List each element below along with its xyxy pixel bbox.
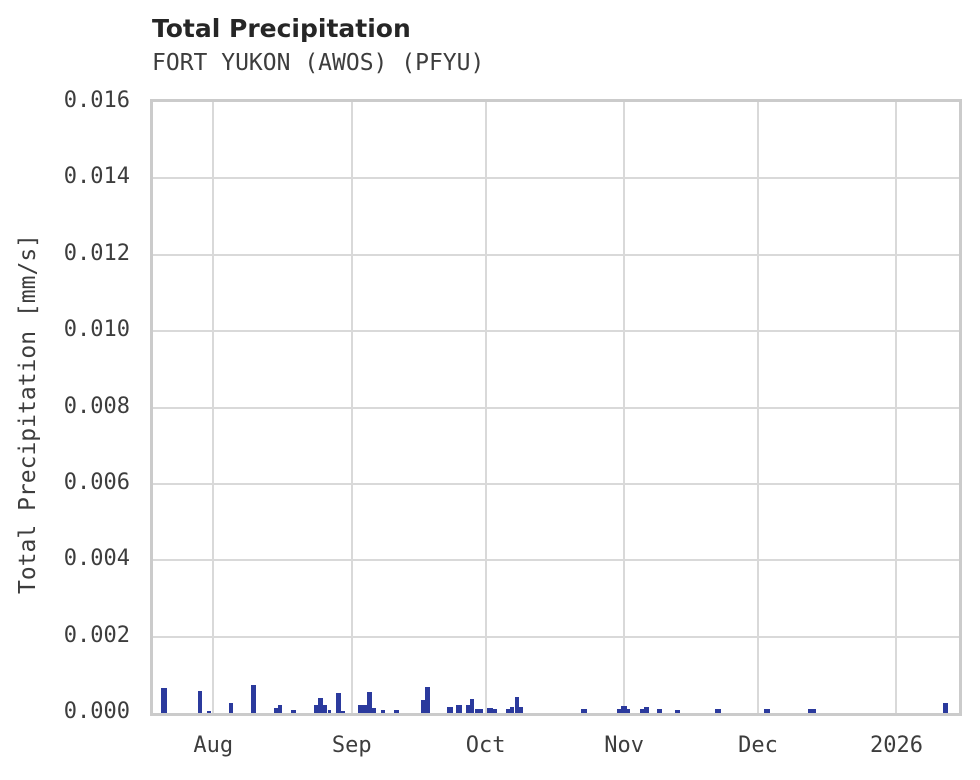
x-gridline bbox=[212, 102, 215, 713]
precip-bar bbox=[657, 709, 663, 713]
precip-bar bbox=[363, 705, 367, 713]
chart-subtitle: FORT YUKON (AWOS) (PFYU) bbox=[152, 50, 485, 76]
precip-bar bbox=[510, 706, 515, 713]
precip-bar bbox=[620, 706, 628, 713]
x-tick-label: Oct bbox=[465, 733, 506, 758]
precip-bar bbox=[581, 709, 587, 713]
precip-bar bbox=[456, 704, 462, 713]
x-gridline bbox=[757, 102, 760, 713]
precip-bar bbox=[313, 704, 319, 713]
y-tick-label: 0.004 bbox=[63, 546, 130, 572]
precip-bar bbox=[487, 708, 493, 713]
x-gridline bbox=[484, 102, 487, 713]
precip-bar bbox=[714, 709, 721, 713]
x-gridline bbox=[623, 102, 626, 713]
precip-bar bbox=[291, 709, 296, 713]
x-tick-label: 2026 bbox=[869, 733, 923, 758]
precip-bar bbox=[161, 688, 167, 713]
y-gridline bbox=[153, 559, 959, 562]
x-tick-label: Aug bbox=[193, 733, 234, 758]
precip-bar bbox=[675, 709, 681, 713]
precip-bar bbox=[942, 703, 949, 713]
precip-bar bbox=[626, 709, 631, 713]
y-tick-label: 0.012 bbox=[63, 240, 130, 266]
precip-bar bbox=[474, 709, 479, 713]
precip-bar bbox=[421, 700, 426, 713]
precip-bar bbox=[318, 698, 323, 713]
precip-bar bbox=[335, 693, 341, 713]
precip-bar bbox=[425, 687, 431, 713]
precip-bar bbox=[322, 704, 328, 713]
precip-bar bbox=[505, 709, 511, 713]
precip-bar bbox=[478, 709, 484, 713]
precip-bar bbox=[763, 709, 771, 713]
precip-bar bbox=[380, 709, 386, 713]
precip-bar bbox=[644, 706, 649, 713]
x-tick-label: Nov bbox=[604, 733, 644, 758]
precip-bar bbox=[228, 703, 234, 713]
x-tick-label: Sep bbox=[331, 733, 372, 758]
y-gridline bbox=[153, 177, 959, 180]
y-tick-label: 0.016 bbox=[63, 88, 130, 113]
y-tick-label: 0.002 bbox=[63, 622, 130, 648]
precip-bar bbox=[340, 711, 345, 713]
y-tick-label: 0.006 bbox=[63, 469, 130, 495]
precip-bar bbox=[807, 709, 816, 713]
precip-bar bbox=[639, 709, 645, 713]
precip-bar bbox=[367, 692, 372, 713]
y-tick-label: 0.000 bbox=[63, 699, 130, 724]
precip-bar bbox=[447, 706, 453, 713]
precip-bar bbox=[278, 704, 283, 713]
y-gridline bbox=[153, 635, 959, 638]
precip-bar bbox=[197, 690, 203, 713]
y-tick-label: 0.010 bbox=[63, 317, 130, 343]
precip-bar bbox=[394, 709, 399, 713]
precip-bar bbox=[251, 685, 256, 713]
y-tick-label: 0.014 bbox=[63, 164, 130, 190]
precip-bar bbox=[206, 711, 212, 713]
precip-bar bbox=[273, 708, 279, 713]
x-gridline bbox=[350, 102, 353, 713]
precip-bar bbox=[372, 708, 376, 713]
precip-bar bbox=[327, 709, 332, 713]
precip-bar bbox=[465, 705, 470, 713]
x-tick-label: Dec bbox=[738, 733, 778, 758]
precip-bar bbox=[358, 704, 363, 713]
plot-area bbox=[150, 99, 962, 716]
y-gridline bbox=[153, 482, 959, 485]
precip-bar bbox=[617, 709, 622, 713]
chart-title: Total Precipitation bbox=[152, 14, 411, 43]
y-gridline bbox=[153, 330, 959, 333]
precip-bar bbox=[492, 709, 497, 713]
y-gridline bbox=[153, 406, 959, 409]
precip-bar bbox=[519, 706, 524, 713]
precip-bar bbox=[470, 698, 475, 713]
x-gridline bbox=[895, 102, 898, 713]
precip-bar bbox=[514, 696, 520, 713]
y-gridline bbox=[153, 253, 959, 256]
y-tick-label: 0.008 bbox=[63, 393, 130, 419]
